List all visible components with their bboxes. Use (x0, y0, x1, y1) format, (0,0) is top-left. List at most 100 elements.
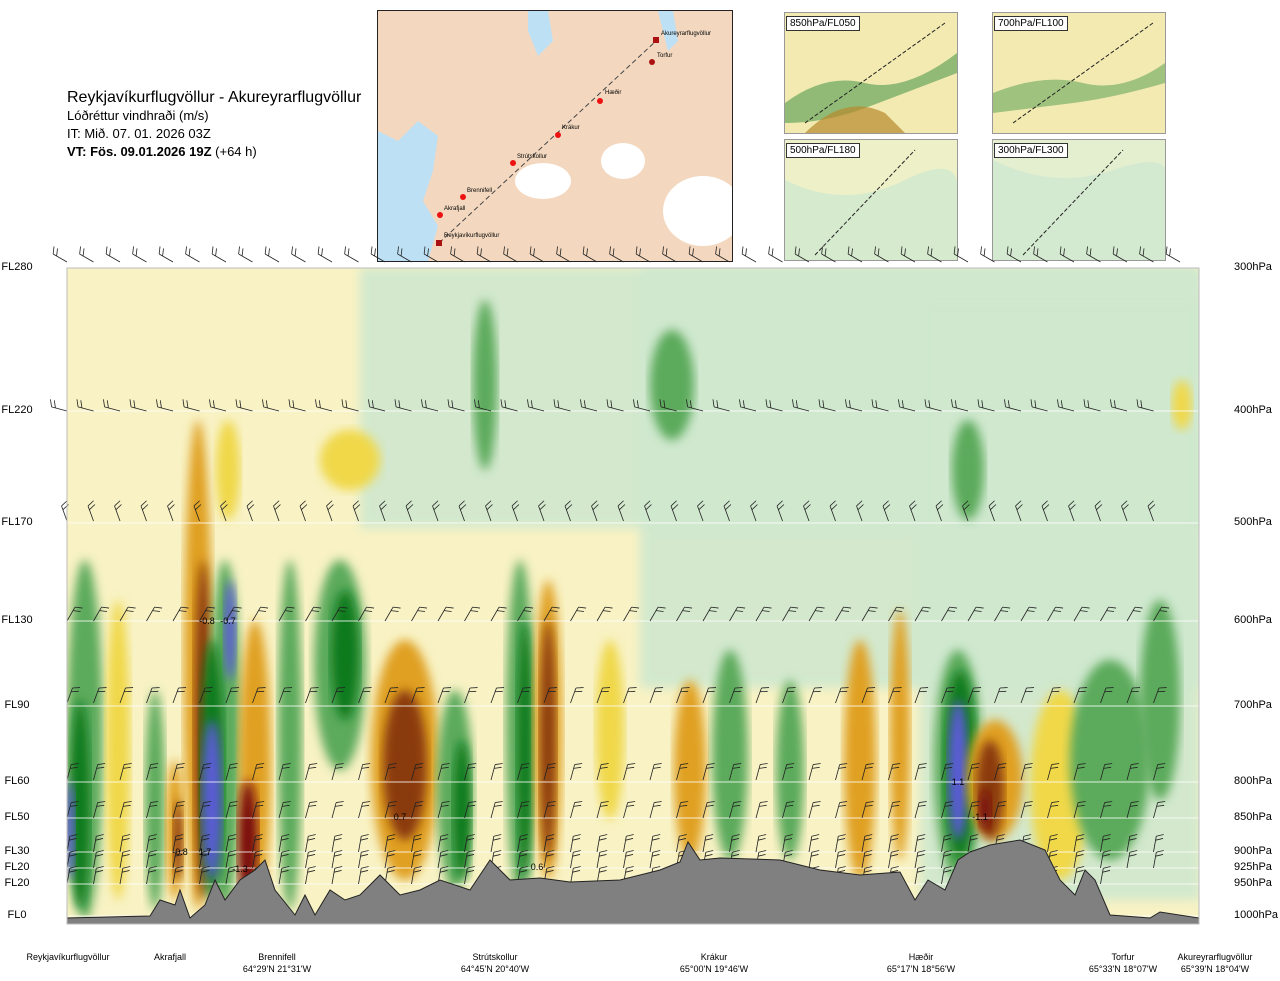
wind-barb (146, 834, 157, 853)
wind-barb (776, 500, 785, 522)
field-plume (540, 620, 556, 860)
barb-staff (1086, 253, 1101, 263)
wind-barb (341, 399, 359, 412)
wind-barb (644, 500, 652, 522)
wind-barb (702, 763, 715, 781)
barb-feather (839, 763, 848, 765)
field-plume (70, 700, 90, 910)
vertical-velocity-field (67, 268, 1199, 924)
barb-feather (176, 804, 184, 807)
barb-feather (174, 838, 183, 841)
barb-feather (193, 500, 200, 507)
barb-staff (263, 406, 280, 412)
barb-feather (97, 801, 106, 803)
barb-feather (231, 610, 240, 612)
barb-feather (776, 500, 783, 507)
barb-feather (492, 838, 501, 841)
barb-feather (299, 500, 306, 507)
wind-barb (994, 763, 1007, 781)
barb-feather (972, 801, 980, 803)
mini-map-svg (993, 140, 1165, 260)
barb-feather (636, 400, 639, 408)
barb-staff (411, 606, 420, 622)
wind-barb (79, 246, 94, 263)
barb-feather (71, 763, 79, 765)
barb-feather (954, 400, 957, 408)
barb-feather (175, 866, 184, 869)
barb-feather (972, 763, 980, 765)
wind-barb (914, 606, 931, 622)
barb-feather (370, 246, 373, 255)
wind-barb (623, 606, 640, 622)
barb-feather (1026, 610, 1035, 612)
barb-feather (1129, 850, 1138, 853)
barb-feather (450, 246, 452, 255)
barb-staff (119, 764, 125, 781)
barb-staff (93, 687, 100, 704)
barb-feather (281, 866, 290, 869)
barb-feather (122, 834, 131, 837)
wind-barb (596, 763, 609, 781)
barb-staff (941, 802, 947, 819)
barb-staff (952, 406, 969, 412)
barb-feather (672, 504, 679, 511)
wind-barb (172, 606, 189, 622)
wind-barb (1047, 606, 1064, 622)
wind-barb (358, 866, 369, 885)
barb-staff (172, 852, 177, 869)
wind-barb (803, 500, 811, 522)
barb-feather (644, 500, 651, 507)
barb-staff (252, 764, 258, 781)
barb-feather (215, 248, 217, 257)
barb-feather (228, 834, 237, 837)
wind-barb (755, 687, 770, 704)
barb-feather (840, 687, 849, 689)
barb-staff (52, 253, 68, 263)
value-annotation: -1.1 (972, 812, 988, 822)
barb-feather (442, 763, 450, 765)
barb-staff (617, 505, 624, 522)
barb-staff (978, 406, 995, 412)
barb-staff (1020, 606, 1030, 622)
barb-staff (278, 764, 284, 781)
barb-staff (1073, 606, 1083, 622)
wind-barb (490, 763, 503, 781)
wp-marker-strutskollur (510, 160, 516, 166)
wind-barb (464, 801, 477, 819)
barb-feather (96, 850, 104, 853)
barb-staff (755, 606, 765, 622)
barb-feather (1103, 834, 1111, 837)
barb-feather (442, 801, 450, 803)
wind-barb (450, 246, 465, 263)
barb-staff (715, 253, 730, 263)
barb-feather (362, 801, 371, 803)
barb-feather (154, 606, 163, 609)
barb-feather (414, 766, 423, 769)
barb-feather (601, 763, 609, 765)
barb-staff (1165, 253, 1181, 263)
barb-feather (1102, 838, 1111, 841)
wind-barb (352, 500, 361, 522)
barb-feather (625, 870, 634, 873)
barb-feather (521, 690, 530, 693)
wind-barb (874, 246, 889, 263)
barb-feather (341, 399, 344, 407)
barb-feather (257, 687, 266, 689)
barb-feather (405, 500, 412, 507)
barb-staff (941, 836, 945, 853)
barb-feather (386, 870, 395, 873)
barb-feather (361, 866, 369, 869)
barb-feather (848, 400, 851, 408)
barb-feather (973, 687, 982, 689)
barb-feather (654, 763, 662, 765)
barb-staff (384, 836, 389, 853)
barb-feather (1075, 854, 1084, 857)
barb-feather (1076, 850, 1085, 853)
barb-feather (891, 804, 900, 807)
barb-staff (914, 868, 919, 885)
wind-barb (994, 687, 1008, 704)
barb-feather (583, 400, 586, 408)
flight-level-label: FL220 (1, 404, 33, 416)
barb-staff (861, 802, 867, 819)
barb-feather (795, 400, 798, 408)
